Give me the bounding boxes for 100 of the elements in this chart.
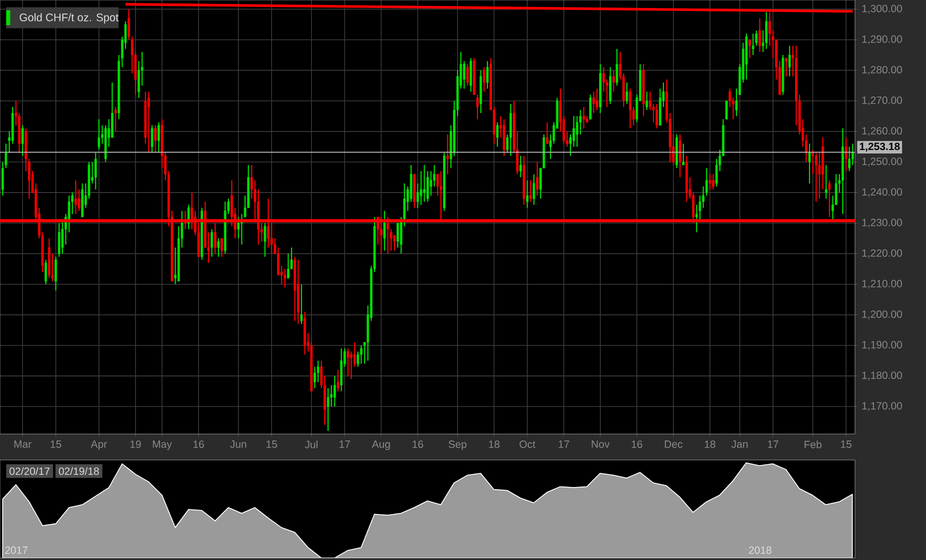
candlestick [748,39,751,59]
annotation: 2018 [749,546,772,554]
candlestick [264,222,266,258]
x-tick-label: Dec [664,440,682,448]
y-tick-label: 1,240.00 [862,188,902,197]
candlestick [612,70,615,92]
y-tick-label: 1,180.00 [862,372,902,380]
candlestick [94,152,97,190]
candlestick [526,180,528,208]
x-tick-label: 15 [50,440,62,448]
candlestick [336,369,340,392]
annotation: 02/20/17 [10,467,50,475]
candlestick [824,164,828,200]
x-tick-label: 18 [704,440,716,448]
candlestick [546,122,548,144]
y-tick-label: 1,280.00 [862,66,902,75]
candlestick [646,91,648,111]
candlestick [346,348,350,376]
candlestick [616,48,618,86]
y-tick-label: 1,300.00 [862,4,902,14]
x-tick-label: 16 [412,440,424,448]
legend-label: Gold CHF/t oz. Spot [20,13,119,24]
candlestick [154,124,157,154]
candlestick [486,60,489,90]
annotation: 2017 [5,546,28,554]
x-tick-label: 17 [768,440,778,448]
candlestick [58,222,60,258]
x-tick-label: 15 [266,440,278,448]
candlestick [334,375,336,408]
candlestick [785,58,788,77]
x-tick-label: 16 [194,440,204,448]
x-tick-label: May [152,440,172,450]
candlestick [519,155,522,178]
x-tick-label: 15 [841,440,852,448]
candlestick [482,66,486,92]
candlestick [74,180,77,214]
y-tick-label: 1,210.00 [862,280,902,289]
candlestick [656,103,658,129]
y-tick-label: 1,230.00 [862,218,902,228]
candlestick [765,12,768,50]
candlestick [844,136,848,172]
candlestick [21,124,24,156]
x-tick-label: Oct [520,440,536,448]
candlestick [423,164,426,202]
x-tick-label: Sep [448,440,466,450]
y-tick-label: 1,200.00 [862,310,902,320]
candlestick [383,210,386,252]
candlestick [396,222,399,248]
candlestick [150,124,154,154]
candlestick [360,344,362,364]
candlestick [848,146,851,172]
x-tick-label: Jun [230,440,246,448]
candlestick [463,60,466,90]
candlestick [114,106,117,132]
candlestick [44,259,48,285]
x-tick-label: 17 [340,440,350,448]
candlestick [712,174,714,190]
candlestick [210,228,214,258]
candlestick [596,88,598,111]
candlestick [217,238,220,258]
candlestick [629,88,632,129]
candlestick [284,268,286,288]
candlestick [582,106,585,129]
candlestick [678,134,682,178]
candlestick [589,94,592,120]
candlestick [708,174,712,190]
x-tick-label: Jan [731,440,748,448]
candlestick [220,238,223,258]
y-tick-label: 1,250.00 [862,158,902,166]
candlestick [158,122,160,154]
candlestick [54,256,57,291]
candlestick [446,134,449,175]
x-tick-label: 16 [632,440,642,448]
x-tick-label: 19 [130,440,141,448]
y-tick-label: 1,170.00 [862,402,902,411]
candlestick [592,91,595,114]
ref-line-label: 1,253.18 [860,142,900,152]
y-tick-label: 1,220.00 [862,249,902,258]
candlestick [350,350,352,380]
y-tick-label: 1,260.00 [862,127,902,136]
x-tick-label: Mar [14,440,32,448]
candlestick [752,33,754,56]
candlestick [828,180,831,218]
candlestick [300,284,303,325]
x-tick-label: 17 [558,440,570,448]
x-tick-label: Apr [90,440,107,450]
candlestick [682,143,685,166]
x-tick-label: 18 [489,440,500,448]
candlestick [788,45,791,77]
candlestick [814,152,818,202]
y-tick-label: 1,290.00 [862,35,902,44]
x-tick-label: Aug [372,440,390,450]
x-tick-label: Feb [804,440,822,448]
candlestick [496,122,499,148]
annotation: 02/19/18 [58,467,99,475]
y-tick-label: 1,270.00 [862,96,902,106]
candlestick [326,388,330,432]
y-tick-label: 1,190.00 [862,341,902,350]
candlestick [466,64,469,86]
candlestick [529,180,532,202]
